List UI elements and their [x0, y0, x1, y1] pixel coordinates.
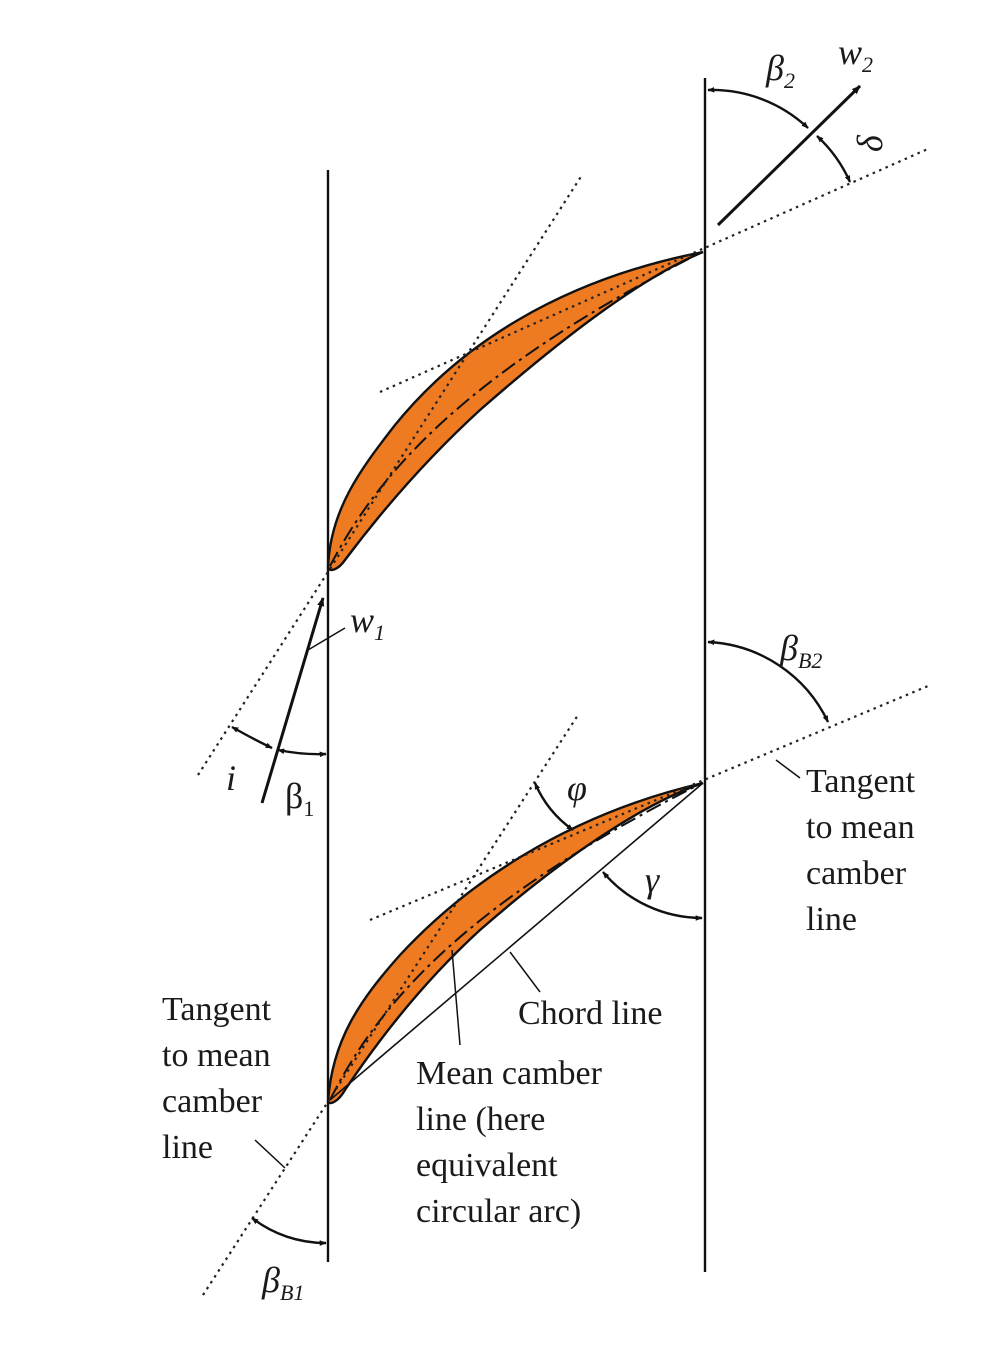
mean-camber-leader: [451, 949, 461, 1046]
mean-camber-annotation: Mean camber line (here equivalent circul…: [416, 1055, 610, 1230]
betaB1-label: βB1: [261, 1260, 304, 1305]
tangent-right-annotation: Tangent to mean camber line: [806, 763, 924, 938]
w1-label: w1: [350, 600, 385, 645]
betaB1-arc: [251, 1217, 327, 1246]
tangent-left-leader: [254, 1139, 286, 1169]
beta1-label: β1: [285, 776, 314, 821]
upper-blade-group: [197, 146, 931, 776]
incidence-label: i: [226, 758, 236, 798]
tangent-left-annotation: Tangent to mean camber line: [162, 991, 280, 1166]
betaB2-arc: [707, 639, 830, 723]
chord-line-annotation: Chord line: [518, 995, 662, 1032]
betaB2-label: βB2: [779, 628, 822, 673]
lower-blade-group: [202, 684, 929, 1296]
beta2-label: β2: [765, 48, 795, 93]
camber-angle-label: φ: [567, 768, 587, 808]
camber-angle-arc: [533, 782, 574, 831]
lower-inlet-tangent: [202, 714, 579, 1296]
lower-blade: [326, 781, 704, 1105]
stagger-label: γ: [645, 860, 660, 900]
lower-outlet-tangent: [369, 684, 929, 922]
w1-leader: [307, 627, 346, 651]
tangent-right-leader: [775, 759, 801, 779]
chord-leader: [509, 951, 541, 993]
deviation-label: δ: [850, 134, 890, 152]
beta1-arc: [277, 748, 327, 758]
upper-mean-camber-line: [329, 251, 703, 567]
upper-blade: [326, 250, 704, 572]
deviation-arc: [816, 135, 852, 183]
incidence-arc: [231, 725, 273, 750]
beta2-arc: [707, 87, 809, 129]
stagger-arc: [602, 871, 703, 921]
upper-outlet-tangent: [379, 146, 931, 394]
w1-vector: [260, 597, 325, 804]
w2-label: w2: [838, 32, 873, 77]
w2-vector: [716, 84, 862, 227]
chord-line: [329, 782, 704, 1101]
